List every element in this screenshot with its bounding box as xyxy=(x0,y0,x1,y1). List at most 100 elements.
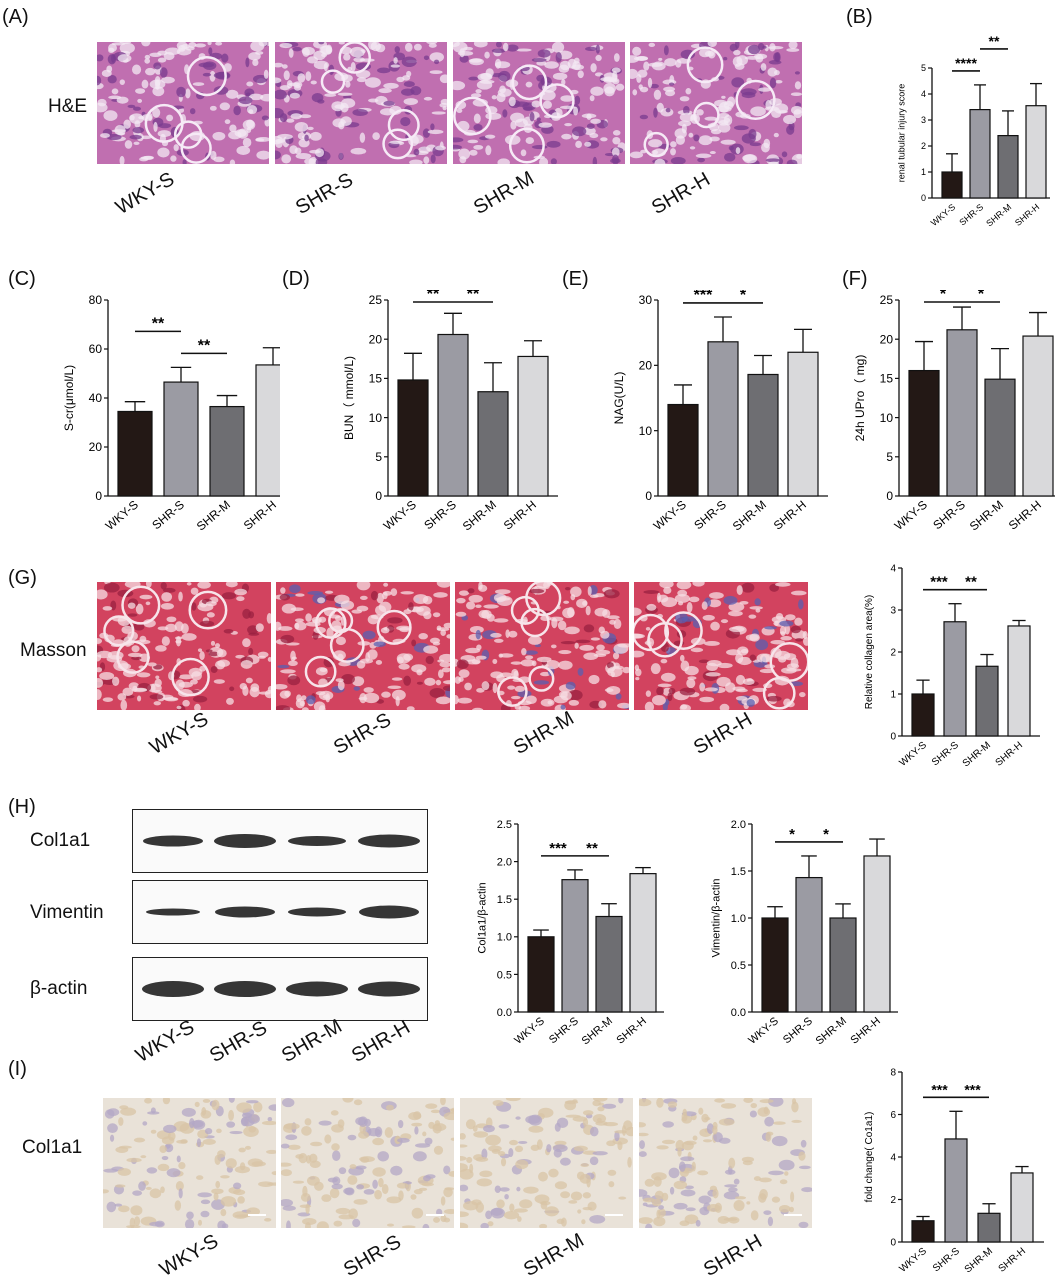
chart-i: 0 2 4 6 8 fold change( Co1a1) WKY-S SHR-S SHR-M S… xyxy=(864,1068,1044,1275)
y-tick-label: 2.5 xyxy=(497,819,512,831)
blot-group-label: SHR-M xyxy=(278,1015,346,1068)
x-tick-label: WKY-S xyxy=(897,740,929,769)
bar xyxy=(908,369,940,497)
y-tick-label: 0 xyxy=(886,489,893,503)
masson-group-label: SHR-H xyxy=(690,708,756,760)
y-axis-label: Col1a1/β-actin xyxy=(477,882,489,953)
bar xyxy=(787,351,819,497)
bar xyxy=(997,134,1019,199)
significance-stars: ** xyxy=(586,840,598,857)
y-axis-label: Vimentin/β-actin xyxy=(711,879,723,958)
bar xyxy=(707,341,739,497)
significance-stars: * xyxy=(940,290,947,303)
row-label-masson: Masson xyxy=(20,640,87,661)
bar xyxy=(946,329,978,497)
y-axis-label: renal tubular injury score xyxy=(896,84,906,183)
panel-label-a: (A) xyxy=(2,6,29,28)
significance-stars: *** xyxy=(549,840,567,857)
x-tick-label: WKY-S xyxy=(512,1015,547,1047)
masson-micrograph xyxy=(276,582,450,710)
x-tick-label: SHR-H xyxy=(849,1015,883,1047)
x-tick-label: SHR-M xyxy=(580,1015,615,1047)
bar xyxy=(984,378,1016,497)
x-tick-label: SHR-S xyxy=(149,498,187,533)
ihc-group-label: SHR-S xyxy=(340,1230,405,1282)
y-tick-label: 2 xyxy=(890,1195,896,1206)
y-tick-label: 15 xyxy=(880,372,894,386)
blot-band xyxy=(215,906,275,918)
blot-label-vimentin: Vimentin xyxy=(30,902,104,923)
y-tick-label: 20 xyxy=(880,332,894,346)
blot-band xyxy=(288,836,346,846)
significance-stars: ** xyxy=(198,337,211,354)
y-tick-label: 0 xyxy=(645,489,652,503)
x-tick-label: SHR-M xyxy=(963,1246,995,1275)
y-tick-label: 1 xyxy=(890,690,896,701)
y-tick-label: 1.5 xyxy=(497,894,512,906)
y-tick-label: 10 xyxy=(639,424,653,438)
x-tick-label: SHR-H xyxy=(1013,202,1041,228)
y-tick-label: 15 xyxy=(369,372,383,386)
x-tick-label: SHR-M xyxy=(967,498,1006,534)
he-micrograph xyxy=(630,42,802,164)
blot-band xyxy=(214,834,276,848)
y-tick-label: 1.0 xyxy=(497,932,512,944)
bar xyxy=(477,391,509,497)
y-tick-label: 10 xyxy=(880,411,894,425)
x-tick-label: SHR-M xyxy=(961,740,993,769)
bar xyxy=(911,1220,935,1243)
he-group-label: WKY-S xyxy=(112,168,179,220)
blot-group-label: SHR-S xyxy=(206,1016,271,1068)
x-tick-label: WKY-S xyxy=(103,498,141,533)
significance-stars: *** xyxy=(930,574,948,591)
blot-beta-actin xyxy=(132,957,428,1021)
chart-g: 0 1 2 3 4 Relative collagen area(%) WKY-S SHR-S… xyxy=(864,564,1040,769)
panel-label-d: (D) xyxy=(282,268,310,290)
y-axis-label: NAG(U/L) xyxy=(612,372,626,425)
y-tick-label: 20 xyxy=(369,332,383,346)
panel-label-c: (C) xyxy=(8,268,36,290)
panel-label-g: (G) xyxy=(8,567,37,589)
ihc-micrograph xyxy=(639,1098,812,1228)
he-group-label: SHR-S xyxy=(292,168,357,220)
bar xyxy=(209,405,245,497)
x-tick-label: SHR-M xyxy=(984,202,1013,229)
bar xyxy=(527,936,555,1013)
bar xyxy=(117,410,153,497)
x-tick-label: WKY-S xyxy=(651,498,689,533)
blot-label-beta-actin: β-actin xyxy=(30,978,88,999)
bar xyxy=(747,373,779,497)
y-tick-label: 5 xyxy=(375,450,382,464)
bar xyxy=(397,379,429,497)
ihc-group-label: SHR-H xyxy=(700,1230,766,1282)
blot-band xyxy=(288,907,346,917)
y-axis-label: BUN（ mmol/L) xyxy=(342,356,356,440)
he-micrograph xyxy=(97,42,269,164)
significance-stars: ** xyxy=(965,574,977,591)
x-tick-label: SHR-S xyxy=(421,498,459,533)
x-tick-label: SHR-S xyxy=(547,1015,581,1046)
blot-group-label: SHR-H xyxy=(348,1016,414,1068)
x-tick-label: SHR-H xyxy=(501,498,539,533)
y-tick-label: 20 xyxy=(639,359,653,373)
x-tick-label: SHR-S xyxy=(930,498,968,533)
bar xyxy=(1025,105,1047,199)
bar xyxy=(761,917,789,1013)
y-tick-label: 30 xyxy=(639,293,653,307)
y-tick-label: 0 xyxy=(890,732,896,743)
y-tick-label: 6 xyxy=(890,1110,896,1121)
masson-group-label: WKY-S xyxy=(146,708,213,760)
y-tick-label: 5 xyxy=(886,450,893,464)
y-tick-label: 4 xyxy=(890,564,896,575)
ihc-group-label: SHR-M xyxy=(520,1229,588,1282)
he-micrograph xyxy=(275,42,447,164)
x-tick-label: WKY-S xyxy=(746,1015,781,1047)
x-tick-label: SHR-H xyxy=(1006,498,1044,533)
y-tick-label: 0.5 xyxy=(731,960,746,972)
y-tick-label: 40 xyxy=(89,391,103,405)
y-tick-label: 2 xyxy=(890,648,896,659)
x-tick-label: SHR-S xyxy=(781,1015,815,1046)
x-tick-label: SHR-M xyxy=(814,1015,849,1047)
masson-group-label: SHR-S xyxy=(330,708,395,760)
